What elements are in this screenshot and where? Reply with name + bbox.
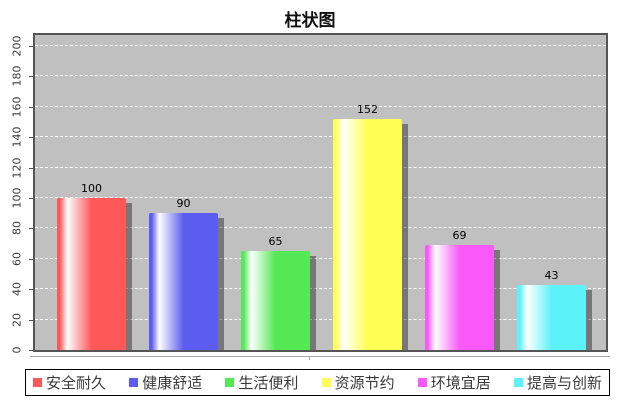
y-tick-mark-80 (29, 228, 33, 229)
bar-value-label: 65 (268, 235, 283, 248)
plot-area: 100 90 65 152 69 43 (33, 33, 608, 352)
legend-item-3: 生活便利 (225, 372, 298, 393)
bar-shadow (586, 290, 592, 350)
legend-label: 资源节约 (334, 374, 395, 392)
bar-3 (241, 251, 310, 350)
chart-title: 柱状图 (284, 11, 336, 31)
bar-value-label: 152 (357, 103, 378, 116)
bar-shadow (126, 203, 132, 350)
gridline-40 (35, 288, 606, 289)
y-tick-label-200: 200 (10, 35, 24, 57)
legend-swatch (129, 378, 139, 387)
gridline-200 (35, 45, 606, 46)
y-tick-label-140: 140 (10, 126, 24, 148)
gridline-180 (35, 75, 606, 76)
y-tick-label-0: 0 (10, 346, 24, 354)
gridline-100 (35, 197, 606, 198)
x-axis-line (30, 356, 610, 357)
legend-item-4: 资源节约 (321, 372, 395, 393)
gridline-140 (35, 136, 606, 137)
x-axis-center-tick (309, 356, 310, 360)
gridline-60 (35, 258, 606, 259)
legend-swatch (321, 378, 331, 387)
legend-label: 健康舒适 (142, 374, 203, 392)
y-tick-mark-160 (29, 107, 33, 108)
y-tick-mark-100 (29, 198, 33, 199)
y-tick-label-80: 80 (10, 221, 24, 235)
bar-value-label: 69 (452, 229, 467, 242)
y-tick-mark-120 (29, 168, 33, 169)
legend-label: 安全耐久 (46, 374, 107, 392)
bar-shadow (218, 218, 224, 350)
legend-label: 生活便利 (238, 374, 299, 392)
y-tick-label-40: 40 (10, 282, 24, 296)
legend-label: 提高与创新 (526, 374, 602, 392)
legend-item-5: 环境宜居 (417, 372, 491, 393)
y-tick-mark-200 (29, 46, 33, 47)
y-tick-label-60: 60 (10, 252, 24, 266)
bar-6 (517, 285, 586, 350)
y-tick-mark-180 (29, 76, 33, 77)
y-tick-label-100: 100 (10, 187, 24, 209)
legend: 安全耐久 健康舒适 生活便利 资源节约 环境宜居 提高与创新 (25, 369, 610, 396)
legend-swatch (513, 378, 523, 387)
bar-5 (425, 245, 494, 350)
bar-shadow (310, 256, 316, 350)
gridline-20 (35, 319, 606, 320)
y-tick-mark-20 (29, 320, 33, 321)
gridline-80 (35, 227, 606, 228)
y-tick-mark-40 (29, 289, 33, 290)
gridline-160 (35, 106, 606, 107)
legend-item-1: 安全耐久 (33, 372, 106, 393)
y-tick-mark-60 (29, 259, 33, 260)
legend-swatch (417, 378, 427, 387)
y-tick-mark-0 (29, 350, 33, 351)
y-tick-label-160: 160 (10, 96, 24, 118)
bar-value-label: 43 (544, 269, 559, 282)
bar-shadow (402, 124, 408, 350)
legend-item-6: 提高与创新 (513, 372, 602, 393)
bar-2 (149, 213, 218, 350)
bar-1 (57, 198, 126, 350)
y-tick-label-180: 180 (10, 65, 24, 87)
y-tick-label-20: 20 (10, 313, 24, 327)
gridline-120 (35, 167, 606, 168)
bar-value-label: 90 (176, 197, 191, 210)
y-tick-label-120: 120 (10, 157, 24, 179)
bar-value-label: 100 (81, 182, 102, 195)
legend-swatch (33, 378, 42, 387)
bar-shadow (494, 250, 500, 350)
y-tick-mark-140 (29, 137, 33, 138)
legend-swatch (225, 378, 235, 387)
legend-item-2: 健康舒适 (129, 372, 202, 393)
legend-label: 环境宜居 (430, 374, 491, 392)
bar-4 (333, 119, 402, 350)
